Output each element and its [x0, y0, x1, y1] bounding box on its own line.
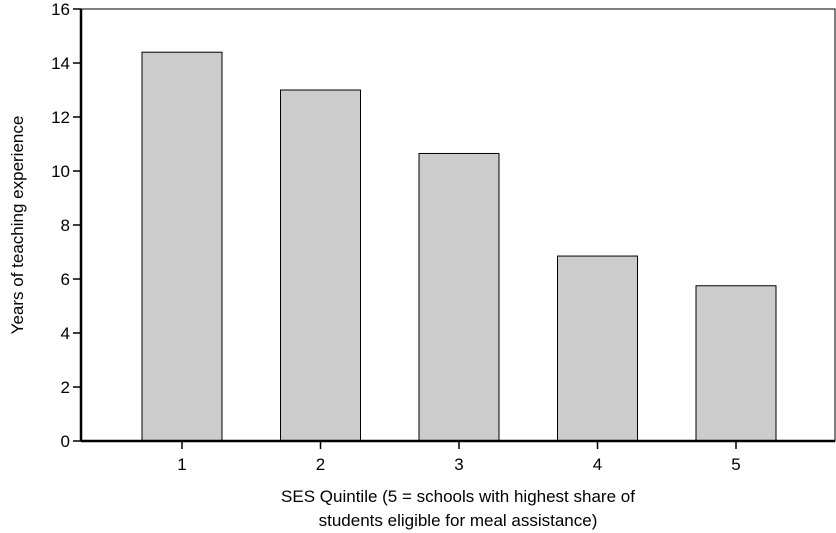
- y-tick-label: 6: [61, 270, 70, 289]
- bar-quintile-2: [280, 89, 361, 442]
- y-tick-label: 14: [51, 54, 70, 73]
- y-axis-title: Years of teaching experience: [8, 116, 27, 335]
- bar-quintile-4: [557, 255, 638, 442]
- y-tick-label: 8: [61, 216, 70, 235]
- x-axis: 1 2 3 4 5: [177, 441, 741, 474]
- y-tick-label: 10: [51, 162, 70, 181]
- bar-quintile-3: [418, 152, 500, 442]
- bar-series: [141, 51, 777, 442]
- x-axis-title-line-2: students eligible for meal assistance): [319, 511, 598, 530]
- y-tick-label: 2: [61, 378, 70, 397]
- bar-quintile-5: [695, 285, 777, 442]
- y-tick-label: 4: [61, 324, 70, 343]
- bar-quintile-1: [141, 51, 223, 442]
- y-axis: 0 2 4 6 8 10 12 14 16: [51, 0, 81, 451]
- x-tick-label: 2: [316, 455, 325, 474]
- y-tick-label: 0: [61, 432, 70, 451]
- x-tick-label: 4: [593, 455, 602, 474]
- y-tick-label: 12: [51, 108, 70, 127]
- x-tick-label: 1: [177, 455, 186, 474]
- x-tick-label: 5: [731, 455, 740, 474]
- x-tick-label: 3: [454, 455, 463, 474]
- x-axis-title-line-1: SES Quintile (5 = schools with highest s…: [281, 487, 635, 506]
- y-tick-label: 16: [51, 0, 70, 19]
